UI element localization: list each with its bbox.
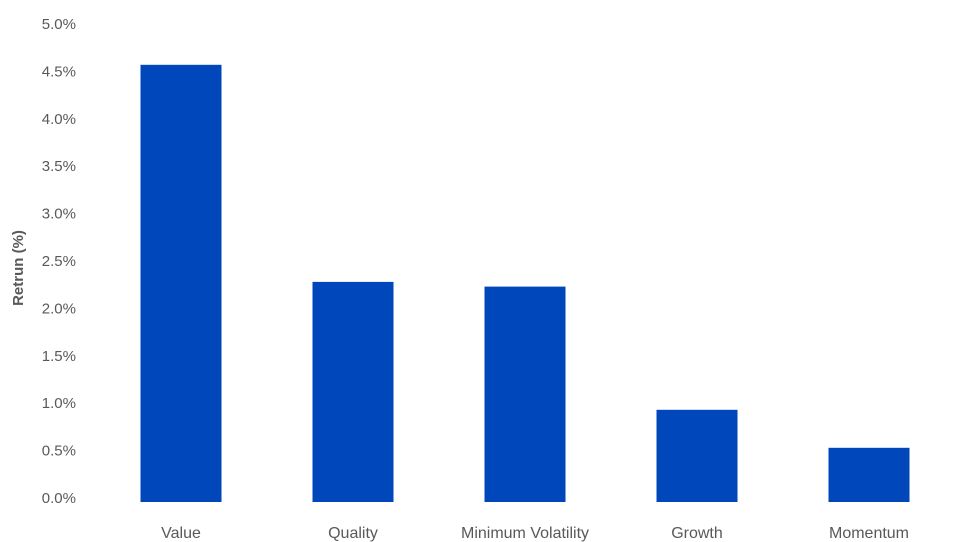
y-tick-label: 0.0% (42, 490, 76, 507)
x-tick-label: Minimum Volatility (461, 525, 589, 542)
y-tick-label: 4.0% (42, 111, 76, 128)
x-tick-label: Growth (671, 525, 723, 542)
y-axis-ticks: 0.0% 0.5% 1.0% 1.5% 2.0% 2.5% 3.0% 3.5% 4.0% 4.5%… (42, 16, 76, 507)
bar (484, 286, 566, 502)
y-tick-label: 2.0% (42, 300, 76, 317)
bar (656, 409, 738, 502)
y-axis-title: Retrun (%) (10, 230, 27, 306)
x-axis-labels: Value Quality Minimum Volatility Growth Mome… (161, 525, 909, 542)
y-tick-label: 2.5% (42, 253, 76, 270)
bar (140, 64, 222, 503)
y-tick-label: 3.5% (42, 158, 76, 175)
x-tick-label: Value (161, 525, 201, 542)
x-tick-label: Momentum (829, 525, 909, 542)
y-tick-label: 3.0% (42, 206, 76, 223)
y-tick-label: 5.0% (42, 16, 76, 33)
x-tick-label: Quality (328, 525, 378, 542)
y-tick-label: 1.5% (42, 348, 76, 365)
y-tick-label: 0.5% (42, 443, 76, 460)
y-tick-label: 4.5% (42, 63, 76, 80)
bar (312, 281, 394, 502)
y-tick-label: 1.0% (42, 395, 76, 412)
bar (828, 447, 910, 502)
bars-group (140, 64, 910, 503)
